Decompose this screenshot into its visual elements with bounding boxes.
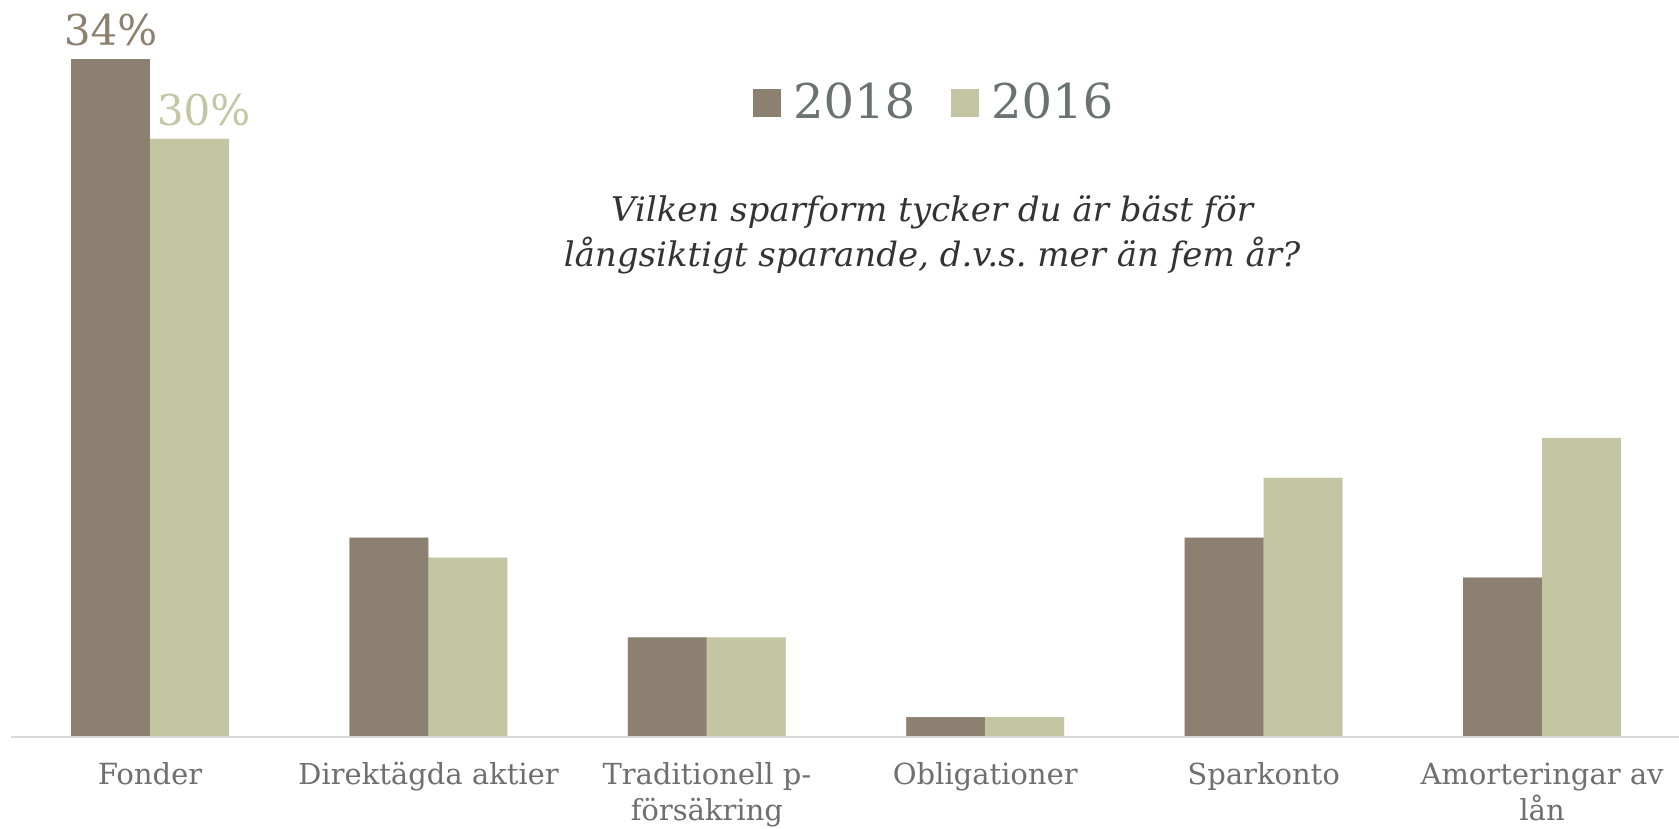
- value-label: 34%: [64, 6, 157, 55]
- chart-title: Vilken sparform tycker du är bäst för lå…: [563, 190, 1301, 275]
- bar: [906, 717, 986, 737]
- x-tick-label: Amorteringar av lån: [1420, 757, 1664, 827]
- bar: [71, 59, 150, 737]
- legend-swatch: [951, 89, 979, 117]
- value-label: 30%: [157, 86, 250, 135]
- bar: [985, 717, 1065, 737]
- legend-label: 2016: [991, 74, 1113, 130]
- x-tick-label: Direktägda aktier: [298, 757, 559, 791]
- bar: [1263, 477, 1343, 737]
- bar: [706, 637, 786, 737]
- bar: [349, 537, 429, 737]
- x-tick-label: Fonder: [97, 757, 203, 791]
- bar: [1184, 537, 1264, 737]
- x-tick-label: Traditionell p-försäkring: [602, 757, 812, 827]
- x-tick-label: Obligationer: [892, 757, 1078, 791]
- bar: [1463, 577, 1542, 737]
- bar: [1542, 437, 1621, 737]
- bar: [627, 637, 707, 737]
- legend-swatch: [753, 89, 781, 117]
- legend-label: 2018: [793, 74, 915, 130]
- x-tick-label: Sparkonto: [1187, 757, 1340, 791]
- bar: [150, 138, 229, 737]
- bar: [428, 557, 508, 737]
